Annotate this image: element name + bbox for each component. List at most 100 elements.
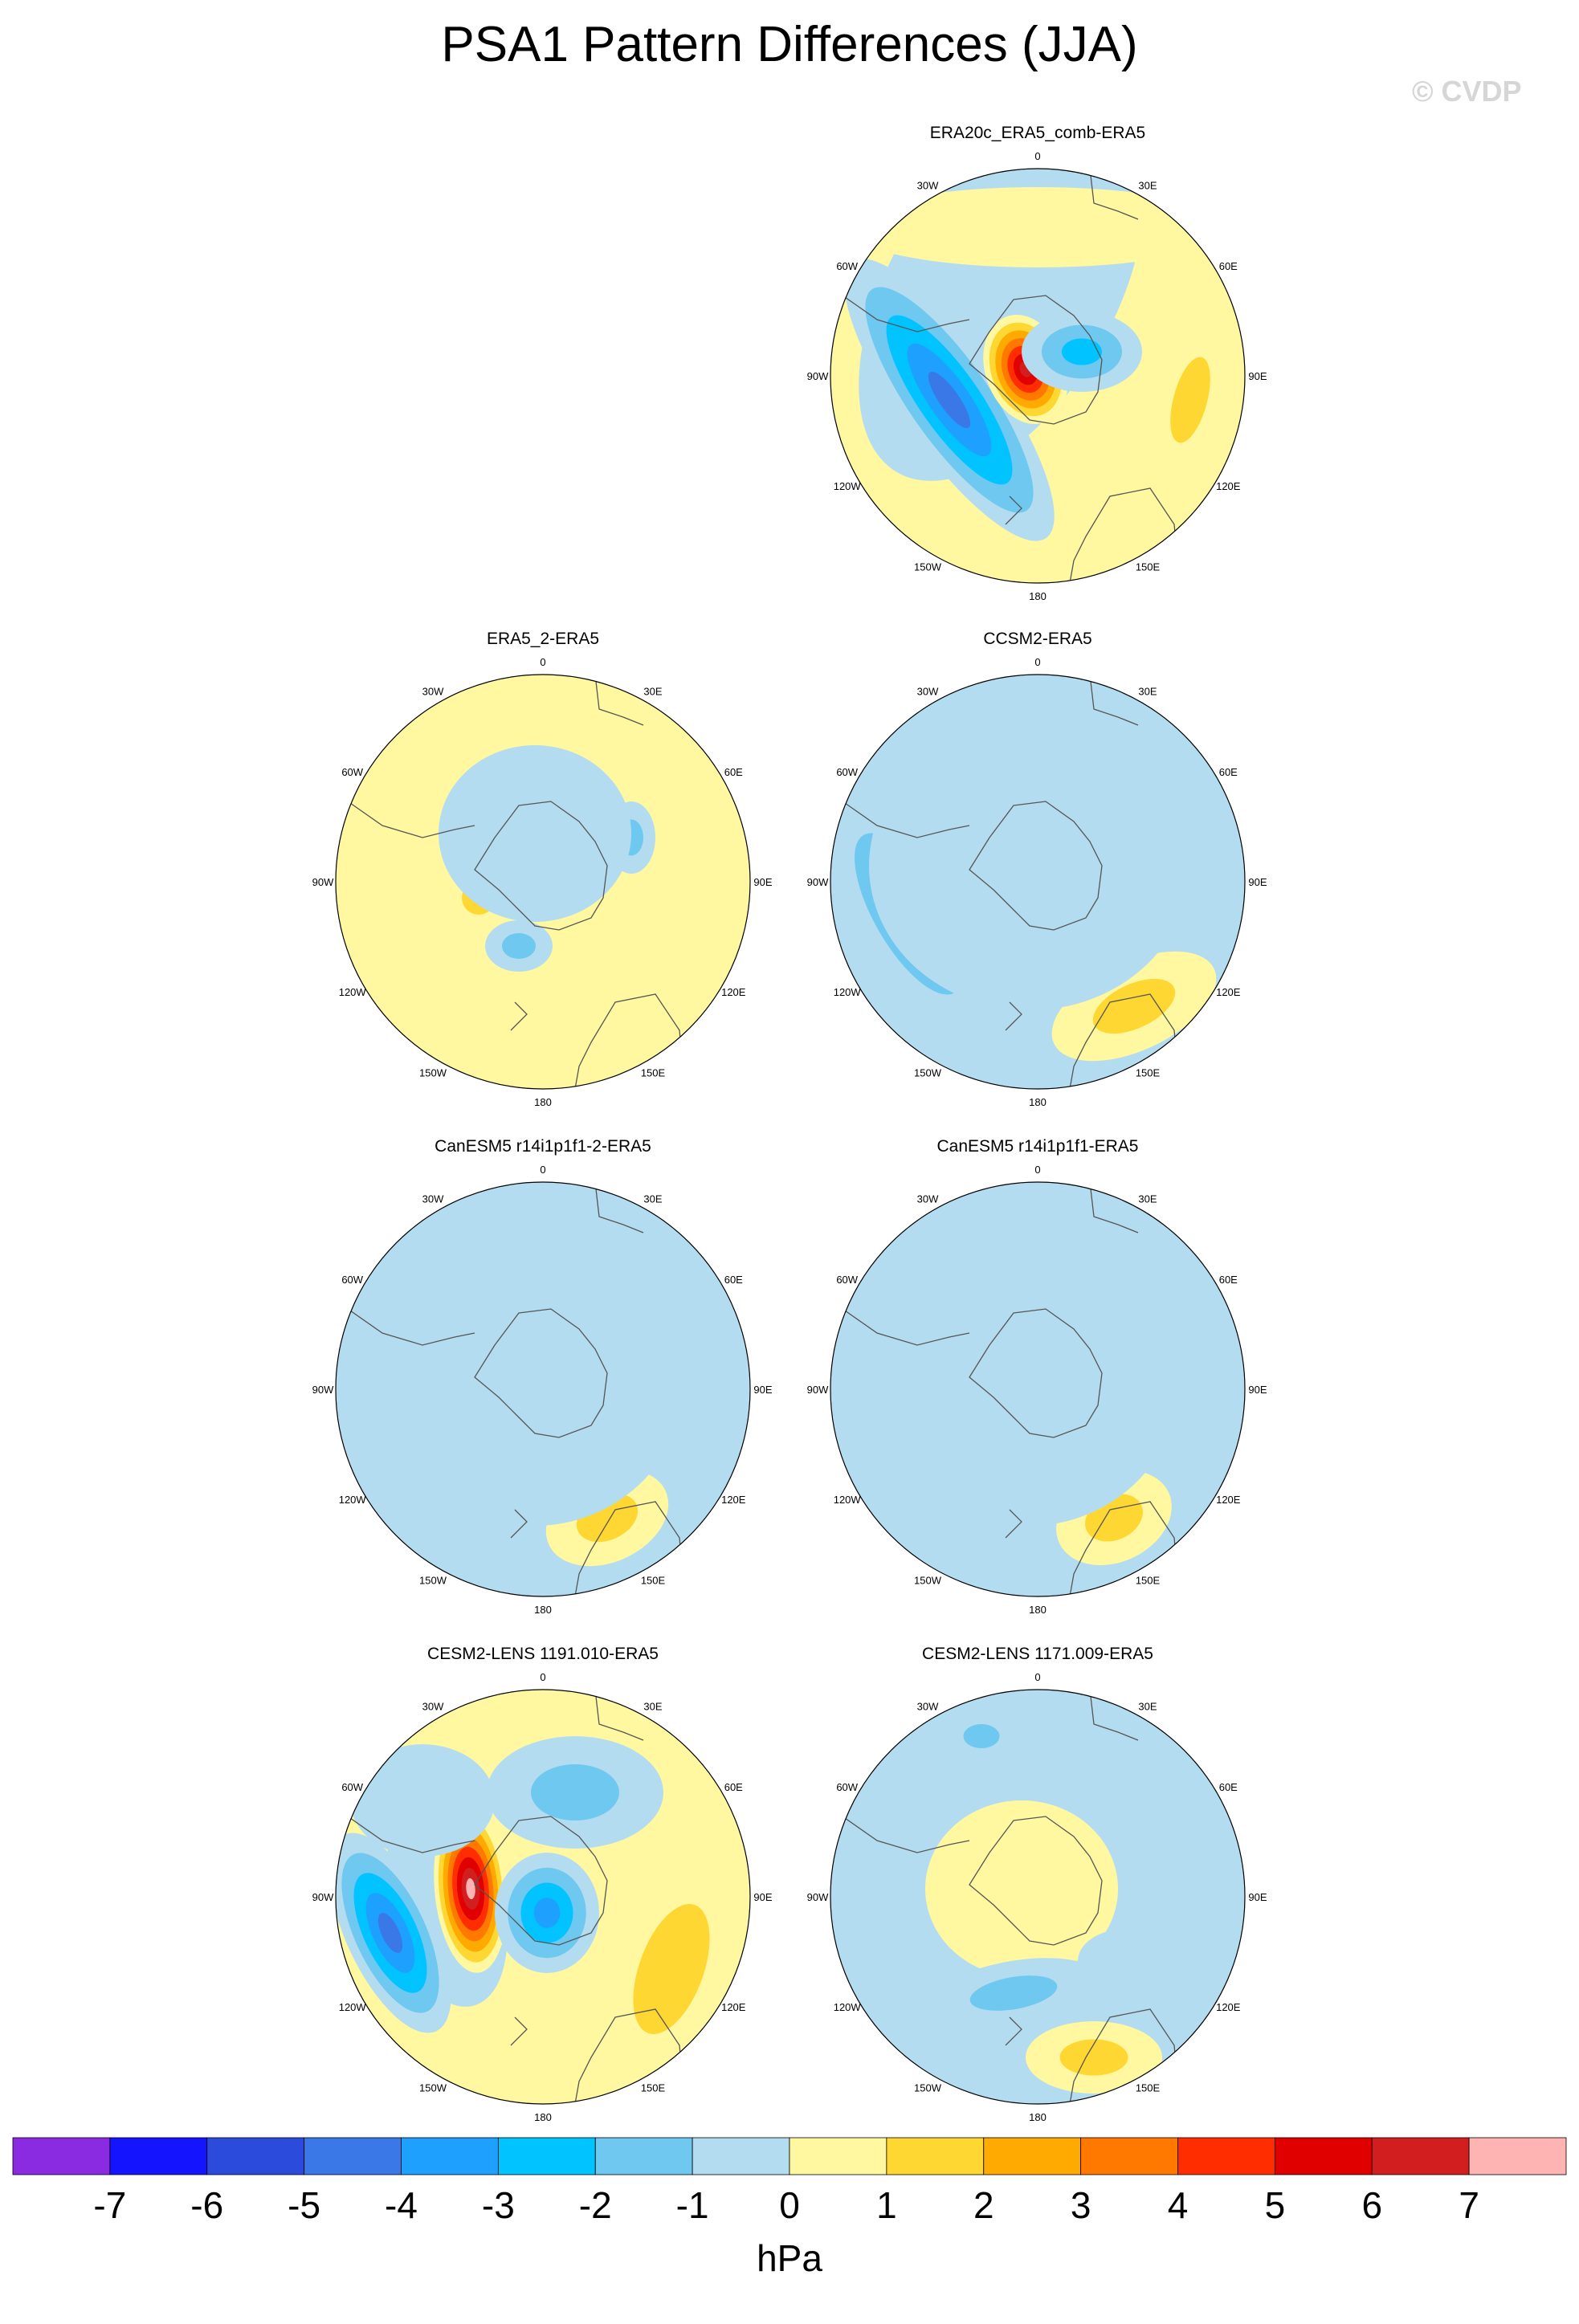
watermark: © CVDP	[1412, 75, 1522, 108]
longitude-label: 30E	[643, 1701, 662, 1713]
panel-title: CESM2-LENS 1191.010-ERA5	[427, 1645, 659, 1663]
longitude-label: 60E	[1219, 1781, 1238, 1793]
colorbar-label: 1	[876, 2184, 897, 2226]
colorbar-segment	[983, 2137, 1082, 2175]
contour-level	[377, 1913, 403, 1953]
longitude-label: 30E	[1138, 1193, 1157, 1205]
map-field	[336, 1182, 750, 1596]
longitude-label: 150E	[1136, 561, 1161, 573]
coastline	[1005, 1509, 1022, 1539]
map-panel: CanESM5 r14i1p1f1-ERA5 0 30E 60E 90E 120E 150E…	[807, 1137, 1267, 1616]
coastline	[594, 1690, 644, 1741]
contour-level	[845, 187, 1230, 267]
map-field	[830, 169, 1245, 583]
colorbar-segment	[109, 2137, 208, 2175]
longitude-label: 150E	[1136, 1066, 1161, 1078]
coastline	[1005, 495, 1022, 525]
longitude-label: 60W	[836, 260, 858, 272]
coastline	[474, 1816, 608, 1946]
longitude-label: 90W	[807, 876, 829, 888]
map-panel: CCSM2-ERA5 0 30E 60E 90E 120E 150E 180 150W 120W 9…	[807, 630, 1267, 1108]
longitude-label: 60E	[724, 1781, 743, 1793]
map-border	[335, 674, 751, 1090]
longitude-label: 90W	[312, 1384, 334, 1396]
coastline	[341, 797, 475, 838]
colorbar-label: 3	[1071, 2184, 1091, 2226]
panel-title: CESM2-LENS 1171.009-ERA5	[922, 1645, 1153, 1663]
colorbar-label: -3	[482, 2184, 515, 2226]
longitude-label: 30W	[917, 180, 939, 192]
longitude-label: 90W	[312, 1891, 334, 1903]
colorbar-segment	[1371, 2137, 1470, 2175]
map-panel: CESM2-LENS 1171.009-ERA5 0 30E 60E 90E 120E 15…	[807, 1645, 1267, 2123]
longitude-label: 0	[540, 1671, 545, 1683]
coastline	[969, 295, 1103, 425]
longitude-label: 60W	[341, 1781, 363, 1793]
coastline	[836, 291, 970, 332]
longitude-label: 120E	[721, 1494, 746, 1506]
longitude-label: 90E	[1248, 1891, 1267, 1903]
colorbar-label: -1	[676, 2184, 709, 2226]
colorbar-label: -6	[190, 2184, 223, 2226]
longitude-label: 30W	[422, 1193, 444, 1205]
longitude-label: 120W	[339, 1494, 367, 1506]
page-title: PSA1 Pattern Differences (JJA)	[441, 17, 1138, 72]
longitude-label: 180	[534, 2111, 552, 2123]
coastline	[474, 1308, 608, 1438]
panel-title: CanESM5 r14i1p1f1-ERA5	[937, 1137, 1139, 1156]
colorbar-label: 7	[1459, 2184, 1479, 2226]
longitude-label: 150W	[914, 2081, 942, 2094]
longitude-label: 0	[1034, 1164, 1040, 1176]
colorbar-label: -2	[579, 2184, 612, 2226]
map-border	[830, 168, 1246, 584]
longitude-label: 180	[534, 1096, 552, 1108]
longitude-label: 150E	[641, 2081, 666, 2094]
longitude-label: 120W	[834, 1494, 862, 1506]
coastline	[836, 1812, 970, 1853]
colorbar-segment	[886, 2137, 985, 2175]
longitude-label: 120W	[339, 986, 367, 998]
longitude-label: 60E	[1219, 766, 1238, 778]
contour-level	[439, 745, 631, 922]
coastline	[510, 1001, 528, 1031]
colorbar-segment	[692, 2137, 790, 2175]
longitude-label: 90W	[807, 1384, 829, 1396]
coastline	[510, 1509, 528, 1539]
longitude-label: 90E	[753, 1384, 772, 1396]
longitude-label: 60E	[1219, 260, 1238, 272]
colorbar-label: 6	[1361, 2184, 1382, 2226]
colorbar-segment	[304, 2137, 402, 2175]
longitude-label: 120W	[834, 480, 862, 492]
colorbar-segment	[1468, 2137, 1567, 2175]
contour-level	[869, 721, 1190, 1010]
coastline	[1089, 675, 1139, 726]
longitude-label: 30E	[1138, 1701, 1157, 1713]
longitude-label: 120W	[834, 986, 862, 998]
contour-level	[1170, 357, 1210, 443]
longitude-label: 90W	[807, 370, 829, 382]
longitude-label: 60E	[724, 1274, 743, 1286]
longitude-label: 150E	[1136, 2081, 1161, 2094]
coastline	[594, 1182, 644, 1233]
coastline	[836, 797, 970, 838]
longitude-label: 0	[1034, 150, 1040, 162]
colorbar-unit: hPa	[757, 2237, 822, 2279]
longitude-label: 180	[1029, 590, 1047, 602]
longitude-label: 0	[1034, 656, 1040, 668]
coastline	[1005, 2016, 1022, 2046]
map-panel: CanESM5 r14i1p1f1-2-ERA5 0 30E 60E 90E 120E 15…	[312, 1137, 773, 1616]
longitude-label: 120E	[721, 986, 746, 998]
contour-level	[350, 1744, 495, 1857]
map-border	[830, 1689, 1246, 2105]
contour-level	[1059, 2039, 1128, 2076]
longitude-label: 30E	[1138, 686, 1157, 698]
longitude-label: 150W	[914, 561, 942, 573]
contour-level	[1078, 1929, 1174, 1993]
panel-title: ERA5_2-ERA5	[487, 630, 599, 648]
coastline	[969, 1816, 1103, 1946]
longitude-label: 30E	[643, 686, 662, 698]
map-panel: ERA5_2-ERA5 0 30E 60E 90E 120E 150E 180 150W 120W…	[312, 630, 773, 1108]
longitude-label: 150E	[641, 1066, 666, 1078]
longitude-label: 60W	[836, 1781, 858, 1793]
